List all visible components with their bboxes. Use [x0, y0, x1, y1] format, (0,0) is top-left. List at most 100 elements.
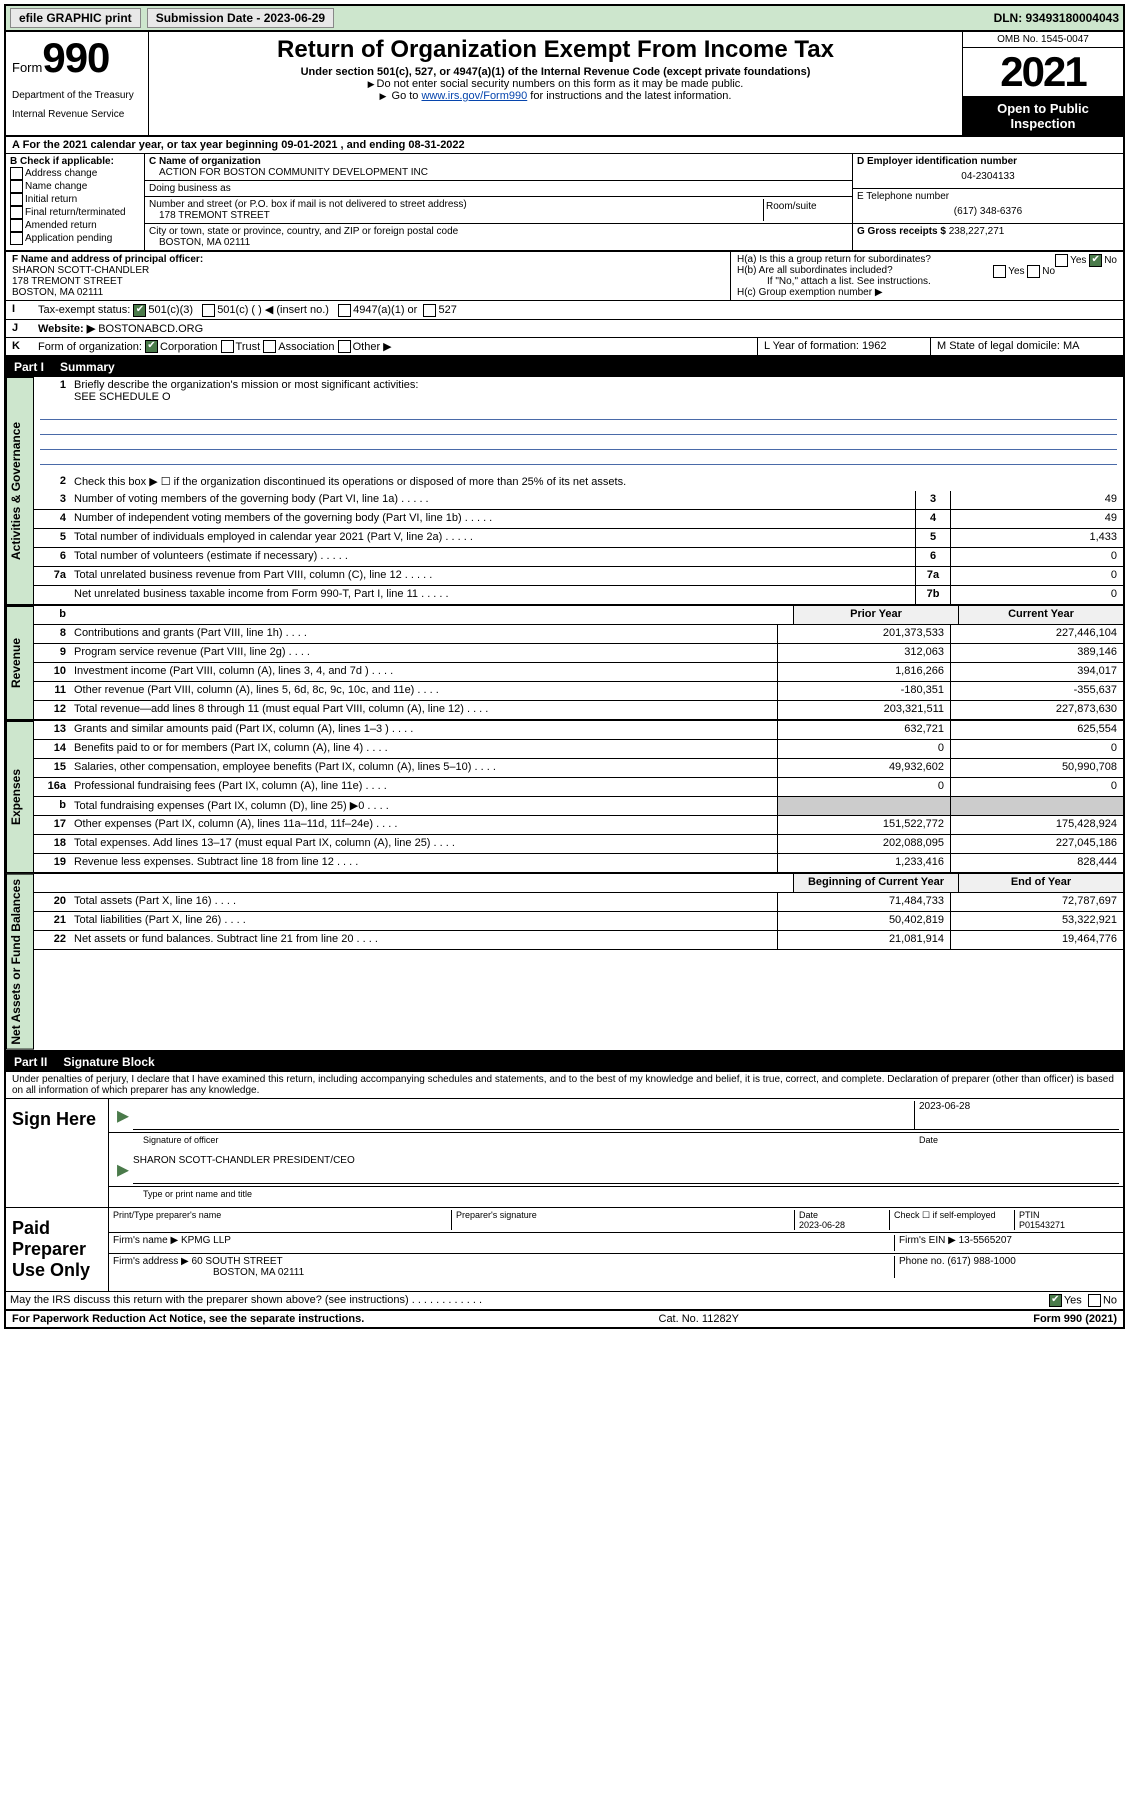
i-content: Tax-exempt status: 501(c)(3) 501(c) ( ) … — [34, 301, 1123, 319]
caret-icon-2: ▸ — [113, 1155, 133, 1184]
row-num: 13 — [34, 721, 70, 739]
row-desc: Total fundraising expenses (Part IX, col… — [70, 797, 777, 815]
mission-line-1 — [40, 405, 1117, 420]
row-desc: Total liabilities (Part X, line 26) . . … — [70, 912, 777, 930]
part2-title: Signature Block — [63, 1055, 154, 1069]
checkbox-amended[interactable] — [10, 219, 23, 232]
sign-here-label: Sign Here — [6, 1099, 109, 1207]
d-ein-cell: D Employer identification number 04-2304… — [853, 154, 1123, 189]
checkbox-address[interactable] — [10, 167, 23, 180]
sp1 — [113, 1135, 143, 1151]
sig-officer-field[interactable] — [133, 1101, 914, 1130]
checkbox-pending[interactable] — [10, 232, 23, 245]
footer-left: For Paperwork Reduction Act Notice, see … — [12, 1313, 364, 1325]
row-current: -355,637 — [950, 682, 1123, 700]
row-num: 5 — [34, 529, 70, 547]
form-title: Return of Organization Exempt From Incom… — [155, 36, 956, 64]
row-val: 49 — [950, 510, 1123, 528]
checkbox-final[interactable] — [10, 206, 23, 219]
paid-preparer-row: Paid Preparer Use Only Print/Type prepar… — [6, 1208, 1123, 1292]
col-end: End of Year — [958, 874, 1123, 892]
sum-row: 19Revenue less expenses. Subtract line 1… — [34, 854, 1123, 873]
q1-desc: Briefly describe the organization's miss… — [70, 377, 1123, 405]
row-val: 49 — [950, 491, 1123, 509]
c-city-cell: City or town, state or province, country… — [145, 224, 852, 250]
row-desc: Professional fundraising fees (Part IX, … — [70, 778, 777, 796]
k-assoc[interactable] — [263, 340, 276, 353]
row-current: 53,322,921 — [950, 912, 1123, 930]
k-other[interactable] — [338, 340, 351, 353]
line-l: L Year of formation: 1962 — [757, 338, 930, 356]
part2-header: Part II Signature Block — [6, 1052, 1123, 1072]
firm-ein: 13-5565207 — [959, 1235, 1012, 1246]
line-a: A For the 2021 calendar year, or tax yea… — [6, 137, 1123, 154]
k-trust[interactable] — [221, 340, 234, 353]
i-501c[interactable] — [202, 304, 215, 317]
f-name: SHARON SCOTT-CHANDLER — [12, 265, 724, 276]
efile-print-button[interactable]: efile GRAPHIC print — [10, 8, 141, 28]
sum-row: 3Number of voting members of the governi… — [34, 491, 1123, 510]
hb-no[interactable] — [1027, 265, 1040, 278]
mission-line-2 — [40, 420, 1117, 435]
sum-row: 13Grants and similar amounts paid (Part … — [34, 721, 1123, 740]
form-header: Form990 Department of the Treasury Inter… — [6, 32, 1123, 137]
i-527[interactable] — [423, 304, 436, 317]
row-prior: 1,233,416 — [777, 854, 950, 872]
check-self: Check ☐ if self-employed — [890, 1210, 1015, 1230]
q2-num: 2 — [34, 473, 70, 491]
f-label: F Name and address of principal officer: — [12, 254, 724, 265]
hb-yes-lbl: Yes — [1008, 266, 1024, 277]
i-4947[interactable] — [338, 304, 351, 317]
q2-desc: Check this box ▶ ☐ if the organization d… — [70, 473, 1123, 491]
row-prior: 202,088,095 — [777, 835, 950, 853]
ha-no[interactable] — [1089, 254, 1102, 267]
ha-yes[interactable] — [1055, 254, 1068, 267]
j-lbl: J — [6, 320, 34, 337]
d-gross-label: G Gross receipts $ — [857, 226, 946, 237]
net-header: Beginning of Current Year End of Year — [34, 874, 1123, 893]
line-a-end: 08-31-2022 — [408, 139, 464, 151]
sum-row: 15Salaries, other compensation, employee… — [34, 759, 1123, 778]
line-a-mid: , and ending — [341, 139, 409, 151]
row-current: 227,446,104 — [950, 625, 1123, 643]
discuss-no[interactable] — [1088, 1294, 1101, 1307]
col-begin: Beginning of Current Year — [793, 874, 958, 892]
phone-lbl: Phone no. — [899, 1256, 945, 1267]
prep-date: 2023-06-28 — [799, 1220, 845, 1230]
vtab-net: Net Assets or Fund Balances — [6, 874, 34, 1050]
subtitle-3: Go to www.irs.gov/Form990 for instructio… — [155, 90, 956, 102]
irs-link[interactable]: www.irs.gov/Form990 — [421, 90, 527, 102]
checkbox-name[interactable] — [10, 180, 23, 193]
paid-body: Print/Type preparer's name Preparer's si… — [109, 1208, 1123, 1291]
i-o1: 501(c)(3) — [148, 304, 193, 316]
sum-row: 20Total assets (Part X, line 16) . . . .… — [34, 893, 1123, 912]
vtab-rev: Revenue — [6, 606, 34, 720]
q1-row: 1 Briefly describe the organization's mi… — [34, 377, 1123, 405]
row-desc: Number of voting members of the governin… — [70, 491, 915, 509]
row-desc: Salaries, other compensation, employee b… — [70, 759, 777, 777]
j-text: Website: ▶ — [38, 323, 95, 335]
b-opt-0: Address change — [10, 167, 140, 180]
hb-yes[interactable] — [993, 265, 1006, 278]
footer: For Paperwork Reduction Act Notice, see … — [6, 1311, 1123, 1327]
c-room-label: Room/suite — [763, 199, 848, 221]
row-num: 22 — [34, 931, 70, 949]
k-corp[interactable] — [145, 340, 158, 353]
row-prior: 201,373,533 — [777, 625, 950, 643]
checkbox-initial[interactable] — [10, 193, 23, 206]
j-val: BOSTONABCD.ORG — [98, 323, 203, 335]
title-box: Return of Organization Exempt From Incom… — [149, 32, 962, 135]
submission-date-button[interactable]: Submission Date - 2023-06-29 — [147, 8, 334, 28]
i-501c3[interactable] — [133, 304, 146, 317]
discuss-yes[interactable] — [1049, 1294, 1062, 1307]
form-prefix: Form — [12, 60, 42, 75]
single-rows: 3Number of voting members of the governi… — [34, 491, 1123, 605]
paid-preparer-label: Paid Preparer Use Only — [6, 1208, 109, 1291]
hb-no-lbl: No — [1042, 266, 1055, 277]
prep-header: Print/Type preparer's name Preparer's si… — [109, 1208, 1123, 1233]
row-prior: 0 — [777, 740, 950, 758]
i-text: Tax-exempt status: — [38, 304, 130, 316]
firm-city: BOSTON, MA 02111 — [113, 1267, 304, 1278]
sig-officer-line: ▸ 2023-06-28 — [109, 1099, 1123, 1133]
rev-header: b Prior Year Current Year — [34, 606, 1123, 625]
